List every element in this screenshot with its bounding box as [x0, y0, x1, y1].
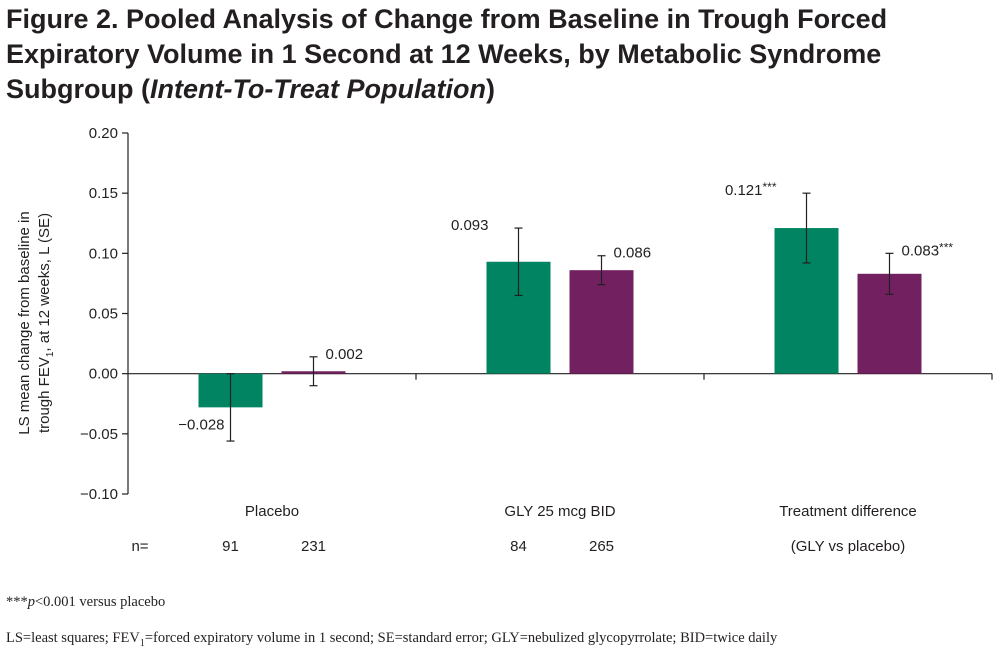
title-italic: Intent-To-Treat Population	[149, 74, 486, 104]
title-close: )	[485, 74, 495, 104]
axes: 0.20 0.15 0.10 0.05 0.00 −0.05 −0.10	[80, 125, 993, 503]
bar-chart: LS mean change from baseline in trough F…	[16, 125, 993, 555]
data-label: −0.028	[178, 416, 224, 433]
n-value: 91	[222, 538, 239, 555]
y-tick-label: −0.05	[80, 426, 118, 443]
bar	[569, 270, 634, 374]
data-label: 0.086	[614, 245, 652, 262]
group-label: Placebo	[245, 503, 299, 520]
data-label: 0.121***	[725, 180, 777, 199]
n-value: 231	[301, 538, 326, 555]
group-sublabel: (GLY vs placebo)	[791, 538, 906, 555]
figure-title: Figure 2. Pooled Analysis of Change from…	[6, 2, 996, 107]
y-tick-label: 0.20	[89, 125, 118, 142]
title-main: Figure 2. Pooled Analysis of Change from…	[6, 4, 888, 104]
n-value: 84	[510, 538, 527, 555]
n-value: 265	[589, 538, 614, 555]
y-tick-label: 0.10	[89, 245, 118, 262]
abbreviations-footnote: LS=least squares; FEV1=forced expiratory…	[6, 630, 778, 649]
y-tick-label: 0.00	[89, 366, 118, 383]
y-axis-label-line1: LS mean change from baseline in	[16, 211, 33, 434]
y-tick-label: 0.05	[89, 306, 118, 323]
y-tick-label: −0.10	[80, 486, 118, 503]
data-label: 0.093	[451, 217, 489, 234]
y-axis-label: LS mean change from baseline in trough F…	[16, 211, 56, 434]
group-label: Treatment difference	[779, 503, 917, 520]
n-prefix-label: n=	[131, 538, 148, 555]
data-label: 0.083***	[902, 240, 954, 259]
labels: n= Placebo −0.028 91 0.002 231 GLY 25 mcg BID 0…	[131, 180, 953, 555]
significance-footnote: ***p<0.001 versus placebo	[6, 594, 166, 610]
y-axis-label-line2: trough FEV1, at 12 weeks, L (SE)	[36, 213, 56, 433]
group-label: GLY 25 mcg BID	[504, 503, 615, 520]
data-label: 0.002	[326, 346, 364, 363]
bars	[198, 192, 922, 442]
y-tick-label: 0.15	[89, 185, 118, 202]
